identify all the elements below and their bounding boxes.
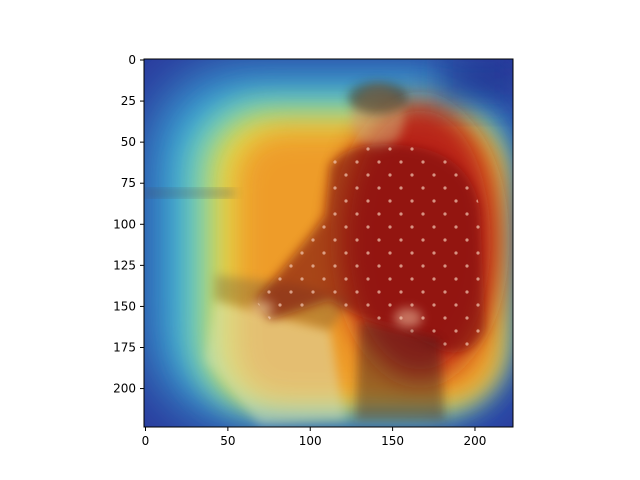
x-tick-label: 50 [220,434,235,448]
plot-frame [143,58,514,428]
x-tick-label: 0 [142,434,150,448]
x-tick-label: 200 [464,434,487,448]
heatmap-image [144,59,513,427]
x-axis: 0 50 100 150 200 [142,427,487,448]
y-tick-label: 50 [121,135,136,149]
y-tick-label: 25 [121,94,136,108]
y-tick-label: 175 [113,341,136,355]
y-tick-label: 75 [121,176,136,190]
y-tick-label: 200 [113,382,136,396]
x-tick-label: 100 [299,434,322,448]
y-tick-label: 100 [113,217,136,231]
y-tick-label: 150 [113,299,136,313]
y-axis: 0 25 50 75 100 125 150 175 200 [113,53,144,396]
y-tick-label: 125 [113,258,136,272]
y-tick-label: 0 [128,53,136,67]
x-tick-label: 150 [381,434,404,448]
